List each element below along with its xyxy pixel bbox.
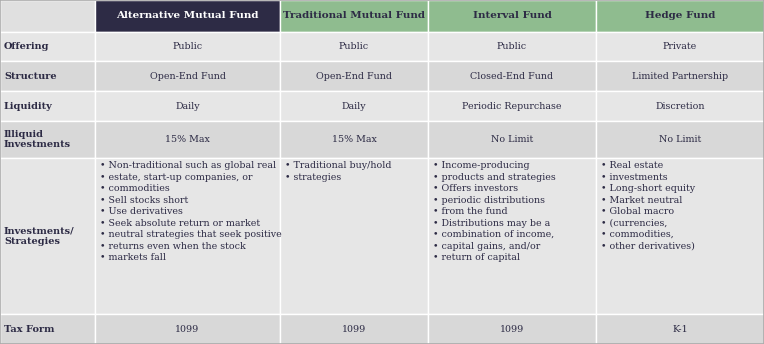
Text: • Use derivatives: • Use derivatives [100, 207, 183, 216]
Bar [596, 0, 764, 32]
Text: • Sell stocks short: • Sell stocks short [100, 196, 188, 205]
Bar [428, 158, 596, 314]
Text: • periodic distributions: • periodic distributions [433, 196, 545, 205]
Bar [0, 91, 95, 121]
Bar [280, 0, 428, 32]
Bar [95, 32, 280, 62]
Text: Closed-End Fund: Closed-End Fund [471, 72, 554, 81]
Text: 15% Max: 15% Max [165, 135, 210, 144]
Text: • Traditional buy/hold: • Traditional buy/hold [285, 161, 391, 171]
Text: Limited Partnership: Limited Partnership [632, 72, 728, 81]
Bar [428, 314, 596, 344]
Bar [428, 62, 596, 91]
Text: • (currencies,: • (currencies, [601, 219, 668, 228]
Bar [280, 121, 428, 158]
Bar [596, 121, 764, 158]
Text: Interval Fund: Interval Fund [473, 11, 552, 20]
Text: • combination of income,: • combination of income, [433, 230, 554, 239]
Text: • return of capital: • return of capital [433, 253, 520, 262]
Text: Open-End Fund: Open-End Fund [150, 72, 225, 81]
Text: • from the fund: • from the fund [433, 207, 507, 216]
Text: Offering: Offering [4, 42, 50, 51]
Bar [280, 32, 428, 62]
Text: Daily: Daily [175, 102, 200, 111]
Bar [428, 32, 596, 62]
Bar [95, 91, 280, 121]
Bar [596, 91, 764, 121]
Text: Traditional Mutual Fund: Traditional Mutual Fund [283, 11, 425, 20]
Bar [95, 314, 280, 344]
Bar [280, 91, 428, 121]
Text: • capital gains, and/or: • capital gains, and/or [433, 241, 540, 250]
Text: • Distributions may be a: • Distributions may be a [433, 219, 550, 228]
Bar [95, 0, 280, 32]
Text: • investments: • investments [601, 173, 668, 182]
Text: • Income-producing: • Income-producing [433, 161, 529, 171]
Text: Structure: Structure [4, 72, 57, 81]
Bar [95, 158, 280, 314]
Bar [596, 314, 764, 344]
Text: • commodities: • commodities [100, 184, 170, 193]
Text: • estate, start-up companies, or: • estate, start-up companies, or [100, 173, 252, 182]
Text: • Market neutral: • Market neutral [601, 196, 682, 205]
Text: Liquidity: Liquidity [4, 102, 53, 111]
Text: • returns even when the stock: • returns even when the stock [100, 241, 246, 250]
Bar [596, 32, 764, 62]
Bar [0, 121, 95, 158]
Text: Public: Public [497, 42, 527, 51]
Bar [428, 0, 596, 32]
Text: Tax Form: Tax Form [4, 325, 54, 334]
Bar [95, 121, 280, 158]
Text: 1099: 1099 [500, 325, 524, 334]
Bar [280, 314, 428, 344]
Bar [596, 158, 764, 314]
Text: • Non-traditional such as global real: • Non-traditional such as global real [100, 161, 276, 171]
Text: • strategies: • strategies [285, 173, 342, 182]
Bar [428, 91, 596, 121]
Bar [0, 314, 95, 344]
Text: • markets fall: • markets fall [100, 253, 166, 262]
Bar [0, 32, 95, 62]
Text: Investments/
Strategies: Investments/ Strategies [4, 226, 75, 246]
Text: • neutral strategies that seek positive: • neutral strategies that seek positive [100, 230, 282, 239]
Text: • products and strategies: • products and strategies [433, 173, 555, 182]
Bar [0, 0, 95, 32]
Text: • Seek absolute return or market: • Seek absolute return or market [100, 219, 260, 228]
Text: Public: Public [173, 42, 202, 51]
Text: • commodities,: • commodities, [601, 230, 674, 239]
Text: No Limit: No Limit [491, 135, 533, 144]
Text: • other derivatives): • other derivatives) [601, 241, 695, 250]
Text: 1099: 1099 [342, 325, 366, 334]
Text: Hedge Fund: Hedge Fund [645, 11, 715, 20]
Text: • Global macro: • Global macro [601, 207, 674, 216]
Text: • Long-short equity: • Long-short equity [601, 184, 695, 193]
Bar [0, 62, 95, 91]
Text: 1099: 1099 [176, 325, 199, 334]
Bar [95, 62, 280, 91]
Text: Open-End Fund: Open-End Fund [316, 72, 392, 81]
Text: • Real estate: • Real estate [601, 161, 663, 171]
Bar [280, 158, 428, 314]
Bar [428, 121, 596, 158]
Text: Private: Private [663, 42, 697, 51]
Text: Public: Public [339, 42, 369, 51]
Bar [596, 62, 764, 91]
Text: Discretion: Discretion [656, 102, 704, 111]
Bar [0, 158, 95, 314]
Text: Alternative Mutual Fund: Alternative Mutual Fund [116, 11, 259, 20]
Text: 15% Max: 15% Max [332, 135, 377, 144]
Bar [280, 62, 428, 91]
Text: No Limit: No Limit [659, 135, 701, 144]
Text: K-1: K-1 [672, 325, 688, 334]
Text: Illiquid
Investments: Illiquid Investments [4, 130, 71, 149]
Text: Daily: Daily [342, 102, 366, 111]
Text: • Offers investors: • Offers investors [433, 184, 518, 193]
Text: Periodic Repurchase: Periodic Repurchase [462, 102, 562, 111]
